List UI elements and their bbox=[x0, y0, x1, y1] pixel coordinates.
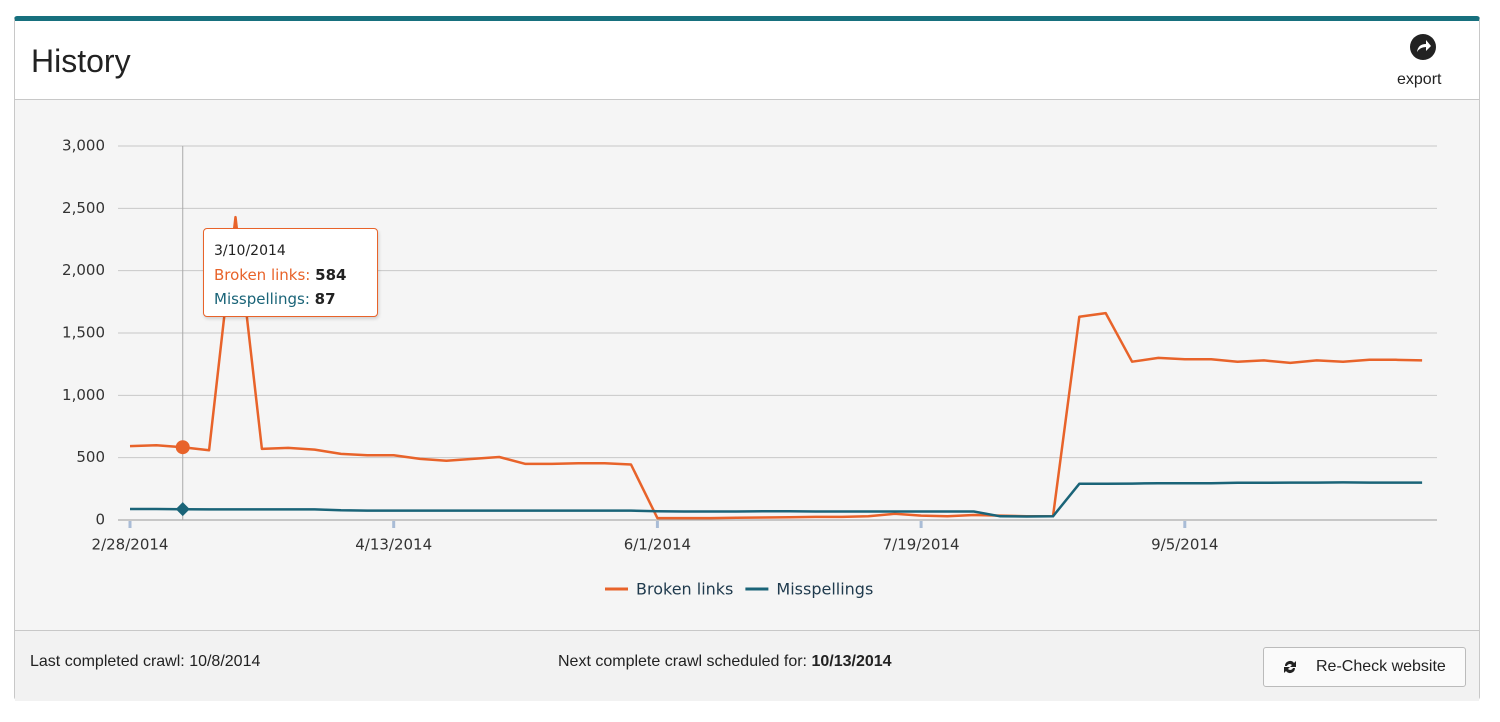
y-tick-label: 1,000 bbox=[62, 386, 105, 404]
next-crawl-date: 10/13/2014 bbox=[811, 653, 892, 670]
tooltip-row: Misspellings: 87 bbox=[214, 290, 336, 308]
last-crawl: Last completed crawl: 10/8/2014 bbox=[30, 653, 260, 671]
panel-header: History export bbox=[15, 21, 1479, 100]
last-crawl-label: Last completed crawl: bbox=[30, 653, 185, 670]
last-crawl-date: 10/8/2014 bbox=[189, 653, 261, 670]
x-tick-label: 4/13/2014 bbox=[355, 536, 432, 554]
y-tick-label: 2,500 bbox=[62, 199, 105, 217]
hover-marker bbox=[175, 502, 190, 517]
chart-area bbox=[15, 100, 1479, 630]
export-icon[interactable] bbox=[1409, 33, 1437, 61]
y-tick-label: 2,000 bbox=[62, 261, 105, 279]
tooltip-value: 87 bbox=[314, 290, 336, 308]
recheck-label: Re-Check website bbox=[1316, 658, 1446, 675]
next-crawl: Next complete crawl scheduled for: 10/13… bbox=[558, 653, 892, 671]
tooltip: 3/10/2014 Broken links: 584 Misspellings… bbox=[203, 228, 378, 317]
series-line bbox=[130, 481, 1423, 518]
history-panel: History export Last completed crawl: 10/… bbox=[14, 16, 1480, 701]
legend-label: Misspellings bbox=[776, 580, 873, 599]
tooltip-date: 3/10/2014 bbox=[214, 243, 286, 259]
tooltip-row: Broken links: 584 bbox=[214, 266, 346, 284]
legend-label: Broken links bbox=[636, 580, 733, 599]
refresh-icon bbox=[1284, 661, 1296, 673]
export-button[interactable]: export bbox=[1397, 71, 1442, 88]
tooltip-value: 584 bbox=[315, 266, 347, 284]
recheck-button[interactable]: Re-Check website bbox=[1263, 647, 1466, 687]
x-tick-label: 7/19/2014 bbox=[883, 536, 960, 554]
y-tick-label: 3,000 bbox=[62, 137, 105, 155]
y-tick-label: 500 bbox=[76, 448, 105, 466]
panel-title: History bbox=[31, 43, 131, 79]
x-tick-label: 9/5/2014 bbox=[1151, 536, 1218, 554]
tooltip-label: Broken links: bbox=[214, 266, 311, 284]
series-line bbox=[129, 215, 1423, 520]
hover-marker bbox=[175, 440, 190, 455]
y-tick-label: 0 bbox=[95, 511, 105, 529]
x-tick-label: 2/28/2014 bbox=[92, 536, 169, 554]
y-tick-label: 1,500 bbox=[62, 324, 105, 342]
x-tick-label: 6/1/2014 bbox=[624, 536, 691, 554]
tooltip-label: Misspellings: bbox=[214, 290, 310, 308]
panel-footer: Last completed crawl: 10/8/2014 Next com… bbox=[15, 630, 1479, 701]
next-crawl-label: Next complete crawl scheduled for: bbox=[558, 653, 807, 670]
